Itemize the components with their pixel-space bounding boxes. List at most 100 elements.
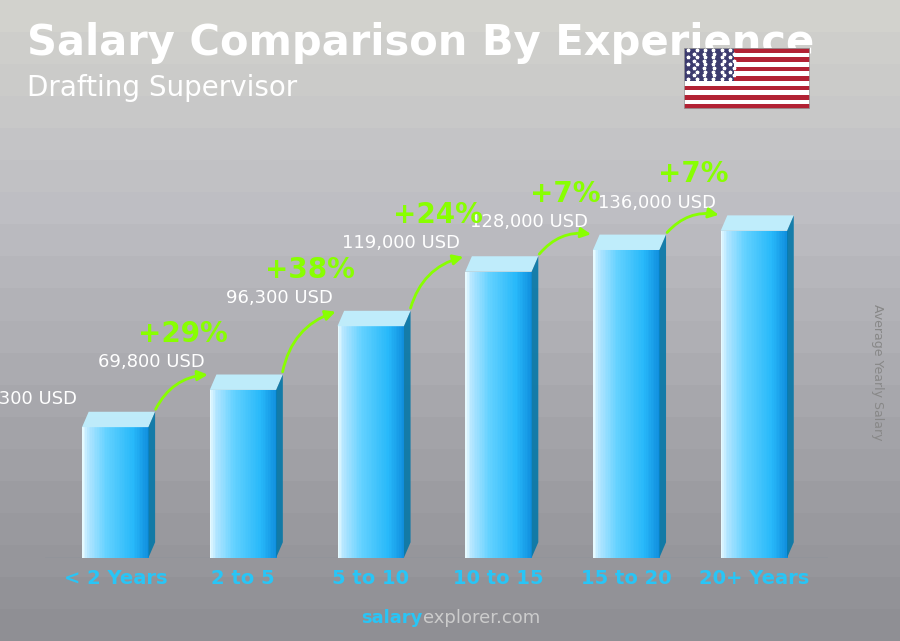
Bar [475,272,477,558]
Bar [477,272,479,558]
Bar [400,326,402,558]
Bar [651,250,653,558]
Bar [127,427,129,558]
Bar [469,272,471,558]
Bar [608,250,610,558]
Bar [354,326,356,558]
Bar [605,250,607,558]
Bar [0,545,900,577]
Bar [650,250,652,558]
Bar [353,326,355,558]
Bar [346,326,348,558]
Bar [256,390,258,558]
Bar [757,231,760,558]
Bar [231,390,233,558]
Bar [99,427,101,558]
Bar [479,272,481,558]
Bar [734,231,736,558]
Bar [625,250,626,558]
Bar [0,609,900,641]
Text: +7%: +7% [658,160,729,188]
Bar [218,390,220,558]
Bar [473,272,475,558]
Bar [508,272,510,558]
Bar [654,250,656,558]
Bar [754,231,756,558]
Bar [341,326,343,558]
Bar [247,390,248,558]
Bar [638,250,640,558]
Bar [499,272,500,558]
Bar [652,250,655,558]
Bar [615,250,616,558]
Bar [528,272,530,558]
Bar [365,326,368,558]
Bar [117,427,119,558]
Bar [361,326,363,558]
Bar [721,231,723,558]
Bar [729,231,731,558]
Bar [684,104,810,109]
Bar [145,427,148,558]
Bar [770,231,772,558]
Bar [349,326,351,558]
Bar [343,326,345,558]
Bar [259,390,262,558]
Bar [397,326,400,558]
Bar [363,326,365,558]
Bar [741,231,742,558]
Bar [739,231,741,558]
Bar [684,81,810,85]
Bar [772,231,774,558]
Bar [598,250,600,558]
Text: +7%: +7% [530,179,601,208]
Bar [510,272,512,558]
Bar [135,427,137,558]
Bar [628,250,630,558]
Bar [379,326,381,558]
Bar [225,390,227,558]
Bar [367,326,369,558]
Bar [611,250,613,558]
Bar [129,427,130,558]
Bar [223,390,225,558]
Bar [684,85,810,90]
Text: explorer.com: explorer.com [423,609,540,627]
Bar [626,250,628,558]
Bar [227,390,229,558]
Bar [115,427,117,558]
Bar [0,449,900,481]
Bar [613,250,615,558]
Bar [0,128,900,160]
Bar [249,390,252,558]
Bar [595,250,597,558]
Bar [727,231,729,558]
Bar [387,326,390,558]
Bar [644,250,646,558]
Bar [530,272,532,558]
Bar [636,250,638,558]
Bar [618,250,620,558]
Bar [0,0,900,32]
Bar [0,288,900,320]
Bar [0,192,900,224]
Bar [238,390,240,558]
Text: +38%: +38% [266,256,356,284]
Bar [505,272,507,558]
Bar [239,390,242,558]
Polygon shape [788,215,794,558]
Bar [684,48,810,53]
Bar [0,96,900,128]
Bar [745,231,748,558]
Text: Salary Comparison By Experience: Salary Comparison By Experience [27,22,814,65]
Bar [104,427,105,558]
Bar [0,256,900,288]
Bar [377,326,380,558]
Bar [778,231,779,558]
Bar [339,326,341,558]
Bar [629,250,632,558]
Bar [517,272,518,558]
Bar [396,326,398,558]
Bar [344,326,346,558]
Bar [263,390,265,558]
